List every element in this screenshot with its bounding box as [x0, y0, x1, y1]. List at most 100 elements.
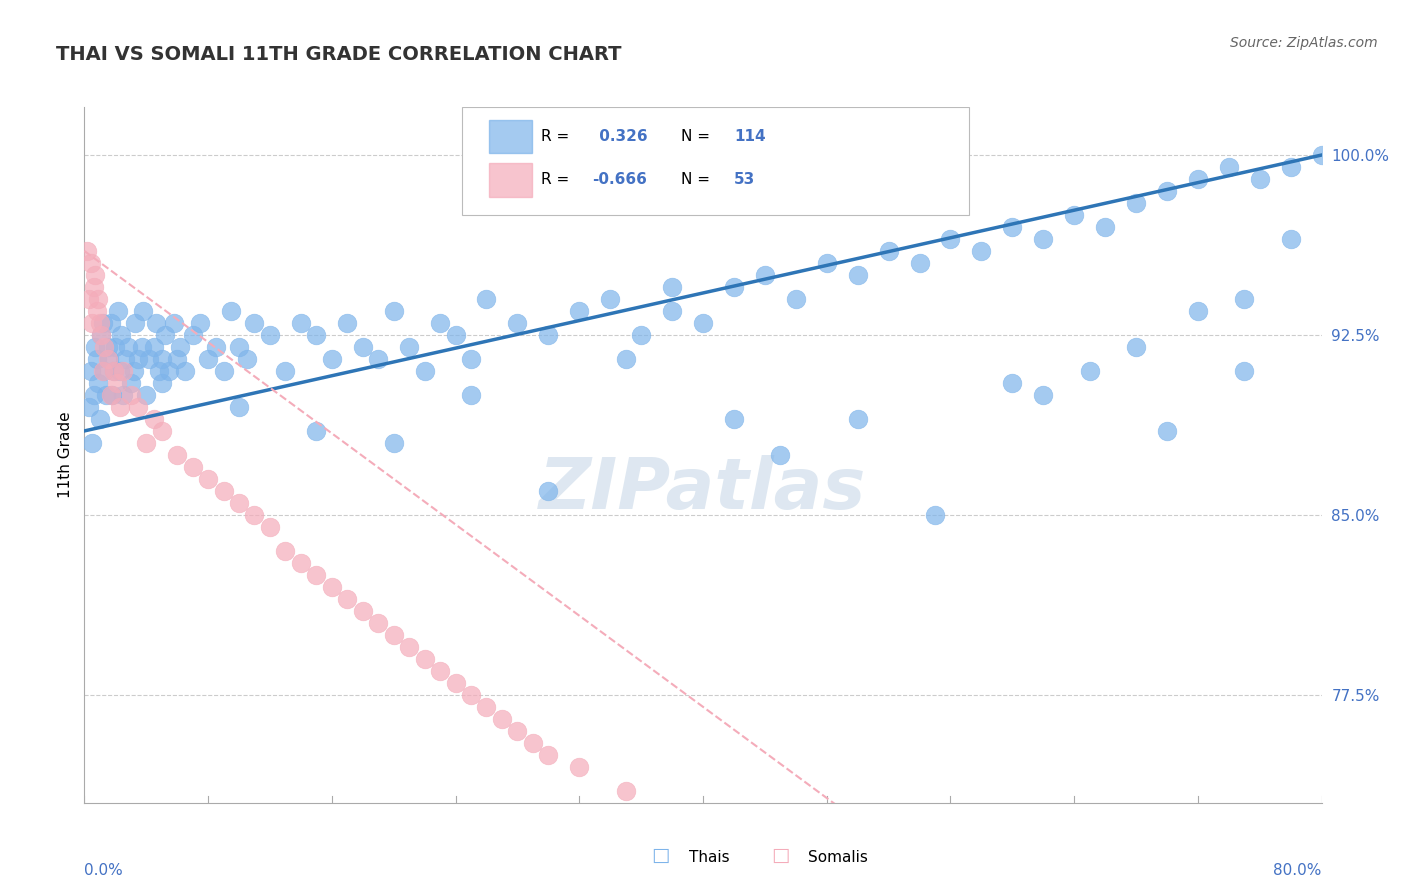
- Point: [785, 292, 807, 306]
- Point: [1001, 376, 1024, 390]
- Point: [94, 388, 117, 402]
- Point: [1279, 160, 1302, 174]
- Point: [460, 351, 482, 366]
- Point: [143, 412, 166, 426]
- Text: □: □: [651, 847, 671, 865]
- Point: [1032, 232, 1054, 246]
- Point: [108, 364, 131, 378]
- Point: [153, 328, 176, 343]
- Point: [1125, 340, 1147, 354]
- Text: 53: 53: [734, 172, 755, 187]
- Point: [163, 316, 186, 330]
- Point: [89, 412, 111, 426]
- Text: Thais: Thais: [689, 850, 730, 865]
- Text: N =: N =: [681, 129, 714, 145]
- Point: [120, 376, 142, 390]
- Point: [614, 351, 637, 366]
- Text: ZIPatlas: ZIPatlas: [540, 455, 866, 524]
- Point: [236, 351, 259, 366]
- Point: [79, 256, 101, 270]
- Point: [924, 508, 946, 522]
- Point: [908, 256, 931, 270]
- Point: [877, 244, 900, 258]
- Point: [723, 280, 745, 294]
- Point: [228, 496, 250, 510]
- Point: [970, 244, 993, 258]
- Point: [274, 544, 297, 558]
- Point: [1063, 208, 1085, 222]
- Point: [100, 316, 122, 330]
- Text: N =: N =: [681, 172, 714, 187]
- Point: [1078, 364, 1101, 378]
- Text: 0.326: 0.326: [595, 129, 648, 145]
- Text: Source: ZipAtlas.com: Source: ZipAtlas.com: [1230, 36, 1378, 50]
- Point: [122, 364, 145, 378]
- Text: 80.0%: 80.0%: [1274, 863, 1322, 878]
- Point: [77, 292, 100, 306]
- Point: [506, 316, 529, 330]
- Point: [93, 364, 115, 378]
- Point: [79, 364, 101, 378]
- Point: [1094, 219, 1116, 234]
- Point: [367, 615, 389, 630]
- Point: [321, 351, 343, 366]
- Point: [1233, 364, 1256, 378]
- Point: [537, 328, 560, 343]
- Point: [188, 316, 212, 330]
- Point: [90, 328, 112, 343]
- Point: [169, 340, 191, 354]
- Point: [228, 400, 250, 414]
- Point: [243, 508, 266, 522]
- Point: [89, 316, 111, 330]
- Text: 114: 114: [734, 129, 765, 145]
- Point: [87, 376, 110, 390]
- Point: [1279, 232, 1302, 246]
- Point: [939, 232, 962, 246]
- Point: [98, 351, 121, 366]
- Point: [367, 351, 389, 366]
- Point: [460, 688, 482, 702]
- FancyBboxPatch shape: [461, 107, 969, 215]
- Text: 0.0%: 0.0%: [84, 863, 124, 878]
- Point: [181, 328, 204, 343]
- Point: [97, 340, 120, 354]
- Point: [166, 448, 188, 462]
- Point: [112, 364, 135, 378]
- Point: [614, 784, 637, 798]
- Point: [82, 316, 104, 330]
- Point: [274, 364, 297, 378]
- Point: [1032, 388, 1054, 402]
- Point: [150, 351, 173, 366]
- Point: [83, 388, 105, 402]
- Point: [398, 340, 420, 354]
- Point: [444, 328, 467, 343]
- Point: [143, 340, 166, 354]
- Point: [150, 424, 173, 438]
- Point: [1218, 160, 1240, 174]
- Point: [846, 268, 869, 282]
- Point: [1001, 219, 1024, 234]
- Point: [135, 388, 157, 402]
- Point: [103, 364, 125, 378]
- Point: [522, 736, 544, 750]
- Text: Somalis: Somalis: [808, 850, 869, 865]
- Point: [110, 328, 132, 343]
- Point: [382, 628, 405, 642]
- Point: [1156, 184, 1178, 198]
- Point: [159, 364, 181, 378]
- Point: [114, 351, 136, 366]
- Point: [429, 316, 451, 330]
- Point: [197, 351, 219, 366]
- Point: [166, 351, 188, 366]
- Point: [661, 280, 683, 294]
- Point: [1156, 424, 1178, 438]
- Point: [336, 316, 359, 330]
- Point: [91, 316, 114, 330]
- Point: [132, 304, 155, 318]
- Point: [630, 328, 652, 343]
- Point: [1310, 148, 1333, 162]
- Text: □: □: [770, 847, 790, 865]
- Point: [84, 268, 107, 282]
- Point: [723, 412, 745, 426]
- Point: [506, 723, 529, 738]
